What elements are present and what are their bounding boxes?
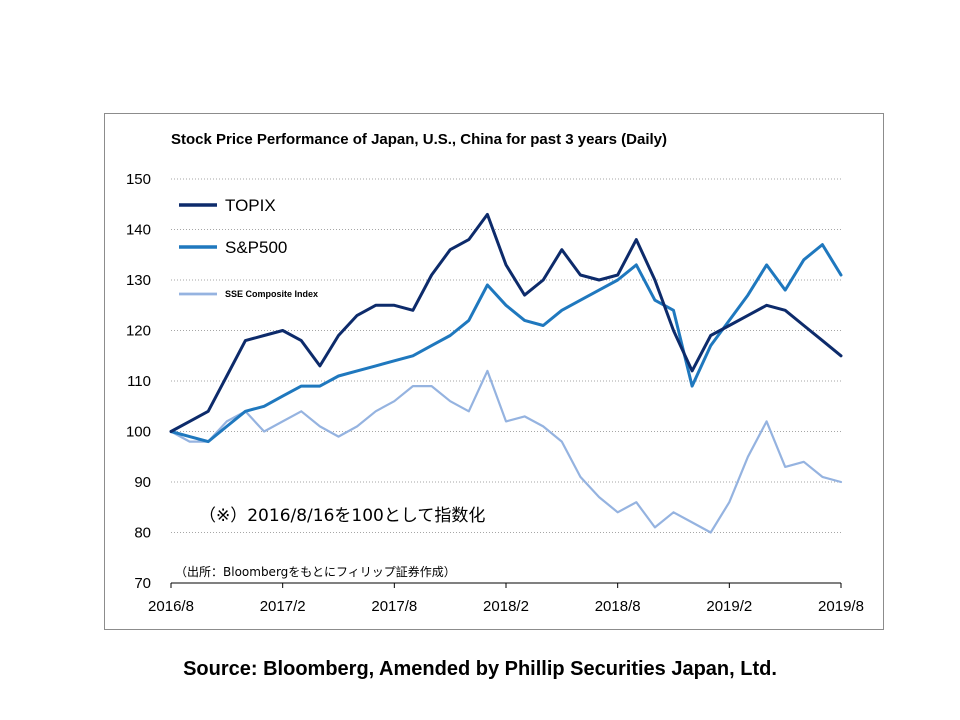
x-tick-label: 2019/8: [818, 598, 864, 615]
y-tick-label: 80: [134, 525, 151, 542]
legend-label-s-p500: S&P500: [225, 238, 287, 257]
x-tick-label: 2017/2: [260, 598, 306, 615]
source-note: （出所：Bloombergをもとにフィリップ証券作成）: [175, 564, 456, 579]
y-tick-label: 90: [134, 474, 151, 491]
x-tick-label: 2018/2: [483, 598, 529, 615]
x-tick-label: 2016/8: [148, 598, 194, 615]
y-tick-label: 150: [126, 171, 151, 188]
chart-frame: Stock Price Performance of Japan, U.S., …: [104, 113, 884, 630]
x-tick-label: 2017/8: [371, 598, 417, 615]
series-line-sse-composite-index: [169, 369, 843, 534]
x-tick-labels: 2016/8 2017/2 2017/8 2018/2 2018/8 2019/2 2019…: [148, 598, 864, 615]
chart-title: Stock Price Performance of Japan, U.S., …: [171, 131, 667, 148]
legend-label-topix: TOPIX: [225, 196, 276, 215]
axes: [170, 582, 842, 588]
y-tick-label: 130: [126, 272, 151, 289]
legend: TOPIX S&P500 SSE Composite Index: [179, 196, 318, 299]
y-tick-label: 140: [126, 222, 151, 239]
legend-label-sse-composite-index: SSE Composite Index: [225, 289, 318, 299]
gridlines: [171, 178, 841, 533]
y-tick-labels: 150 140 130 120 110 100 90 80 70: [126, 171, 151, 592]
series-line-s-p500: [169, 243, 843, 444]
series-line-topix: [169, 212, 843, 433]
y-tick-label: 110: [127, 373, 151, 390]
chart-svg: Stock Price Performance of Japan, U.S., …: [126, 131, 864, 615]
series-lines: [169, 212, 843, 534]
y-tick-label: 100: [126, 424, 151, 441]
index-base-note: （※）2016/8/16を100として指数化: [199, 506, 485, 526]
y-tick-label: 120: [126, 323, 151, 340]
y-tick-label: 70: [134, 575, 151, 592]
x-tick-label: 2018/8: [595, 598, 641, 615]
x-tick-label: 2019/2: [706, 598, 752, 615]
source-caption: Source: Bloomberg, Amended by Phillip Se…: [183, 658, 777, 680]
